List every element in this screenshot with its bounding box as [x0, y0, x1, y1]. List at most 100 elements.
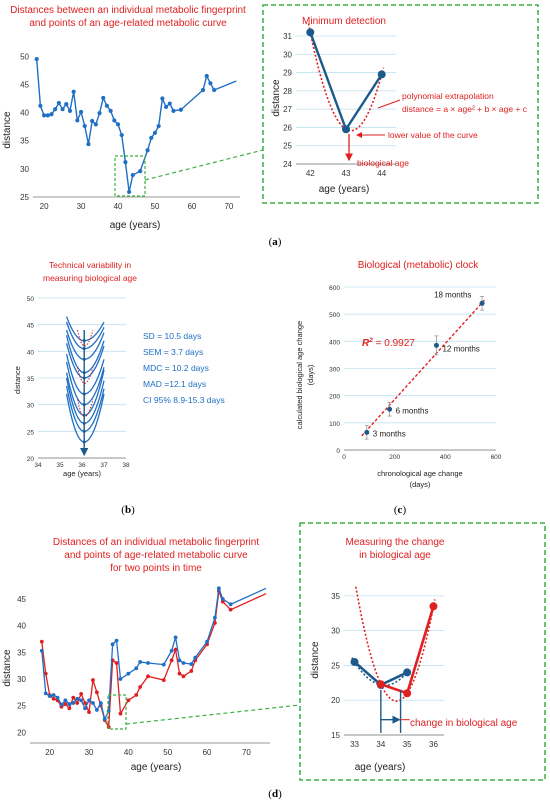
a-data-point [171, 108, 176, 113]
d-title-line-1: Distances of an individual metabolic fin… [53, 537, 259, 548]
a-data-point [112, 118, 117, 123]
x-tick-label: 60 [203, 748, 212, 757]
a-series-line [35, 59, 237, 193]
x-tick-label: 34 [376, 740, 385, 749]
a-data-point [138, 169, 143, 174]
a-data-point [60, 107, 65, 112]
d-series-red-point [94, 690, 99, 695]
d-series-blue-point [87, 698, 91, 703]
d-series-blue-point [193, 655, 198, 660]
d-series-blue-point [216, 586, 221, 591]
c-data-point [364, 429, 370, 435]
a-data-point [119, 132, 124, 138]
y-tick-label: 25 [283, 142, 292, 151]
d-series-blue-point [118, 677, 123, 681]
d-series-blue-point [59, 702, 64, 707]
y-tick-label: 45 [20, 80, 29, 89]
d-series-red-point [126, 698, 131, 703]
d-series-blue-point [91, 701, 95, 705]
y-tick-label: 35 [17, 648, 26, 657]
x-tick-label: 36 [429, 740, 438, 749]
a-data-point [53, 107, 58, 112]
d-series-blue-point [213, 615, 217, 620]
x-tick-label: 30 [85, 748, 94, 757]
a-data-point [56, 100, 61, 106]
a-ylabel: distance [2, 111, 13, 149]
y-tick-label: 45 [27, 323, 35, 330]
y-tick-label: 30 [283, 50, 292, 59]
d-series-blue-point [228, 602, 233, 607]
x-tick-label: 50 [151, 202, 160, 211]
c-data-point [479, 300, 485, 306]
y-tick-label: 31 [283, 32, 292, 41]
c-data-point [387, 406, 393, 412]
d-series-blue-point [161, 662, 166, 667]
d-inset-frame [299, 522, 546, 781]
c-point-label: 18 months [434, 290, 471, 299]
a-zoom-connector [144, 149, 264, 181]
a-data-point [34, 56, 39, 62]
d-series-blue-point [169, 648, 174, 653]
panel-a-inset-chart: Minimum detection 24 25 26 27 28 29 30 31 42 43 44… [271, 16, 528, 195]
d-inset-red-point [403, 689, 412, 698]
d-title-line-3: for two points in time [110, 563, 202, 574]
x-tick-label: 40 [124, 748, 133, 757]
d-inset-xlabel: age (years) [355, 762, 406, 773]
y-tick-label: 50 [27, 296, 35, 303]
a-data-point [86, 141, 91, 147]
a-title-line-2: and points of an age-related metabolic c… [29, 18, 227, 29]
d-series-red-point [87, 710, 91, 714]
a-data-point [41, 113, 47, 118]
y-tick-label: 40 [27, 349, 35, 356]
x-tick-label: 36 [78, 462, 86, 469]
a-poly-pointer [377, 99, 401, 109]
a-zoom-box [114, 155, 146, 197]
y-tick-label: 25 [20, 193, 29, 202]
a-data-point [200, 87, 206, 93]
a-data-point [93, 122, 98, 127]
d-series-blue-point [51, 693, 56, 697]
caption-d: (d) [268, 788, 282, 800]
d-title-line-2: and points of age-related metabolic curv… [64, 550, 248, 561]
d-series-blue-point [106, 709, 111, 713]
a-data-point [160, 96, 165, 101]
a-data-point [145, 148, 150, 153]
x-tick-label: 30 [77, 202, 86, 211]
d-series-blue-point [220, 597, 225, 601]
a-inset-title: Minimum detection [302, 16, 386, 27]
d-series-blue-point [79, 698, 84, 703]
y-tick-label: 100 [329, 421, 340, 428]
y-tick-label: 26 [283, 123, 292, 132]
a-data-point [130, 172, 135, 178]
x-tick-label: 34 [34, 462, 42, 469]
d-series-red-point [169, 658, 174, 663]
x-tick-label: 20 [40, 202, 49, 211]
a-inset-data-point [342, 125, 350, 134]
b-stat-mdc: MDC = 10.2 days [143, 363, 209, 373]
d-inset-annot: change in biological age [410, 718, 518, 729]
a-inset-data-point [377, 70, 386, 79]
a-annot-lower: lower value of the curve [388, 130, 478, 140]
y-tick-label: 20 [27, 456, 35, 463]
x-tick-label: 20 [45, 748, 54, 757]
d-series-red-point [220, 599, 225, 604]
x-tick-label: 50 [163, 748, 172, 757]
a-annot-poly: polynomial extrapolation [402, 91, 494, 101]
a-data-point [90, 118, 95, 124]
c-xlabel-line-2: (days) [410, 480, 431, 489]
x-tick-label: 60 [187, 202, 196, 211]
panel-b-chart: Technical variability in measuring biolo… [13, 260, 225, 478]
a-data-point [49, 112, 54, 117]
y-tick-label: 35 [27, 376, 35, 383]
b-title-line-2: measuring biological age [43, 273, 137, 283]
y-tick-label: 35 [20, 137, 29, 146]
y-tick-label: 20 [331, 696, 340, 705]
x-tick-label: 37 [100, 462, 108, 469]
d-series-red-point [118, 711, 123, 716]
a-data-point [208, 81, 213, 86]
c-point-label: 12 months [442, 344, 479, 353]
d-inset-red-point [429, 602, 438, 611]
a-data-point [115, 122, 121, 127]
d-inset-title-line-1: Measuring the change [346, 537, 445, 548]
a-data-point [38, 103, 43, 108]
